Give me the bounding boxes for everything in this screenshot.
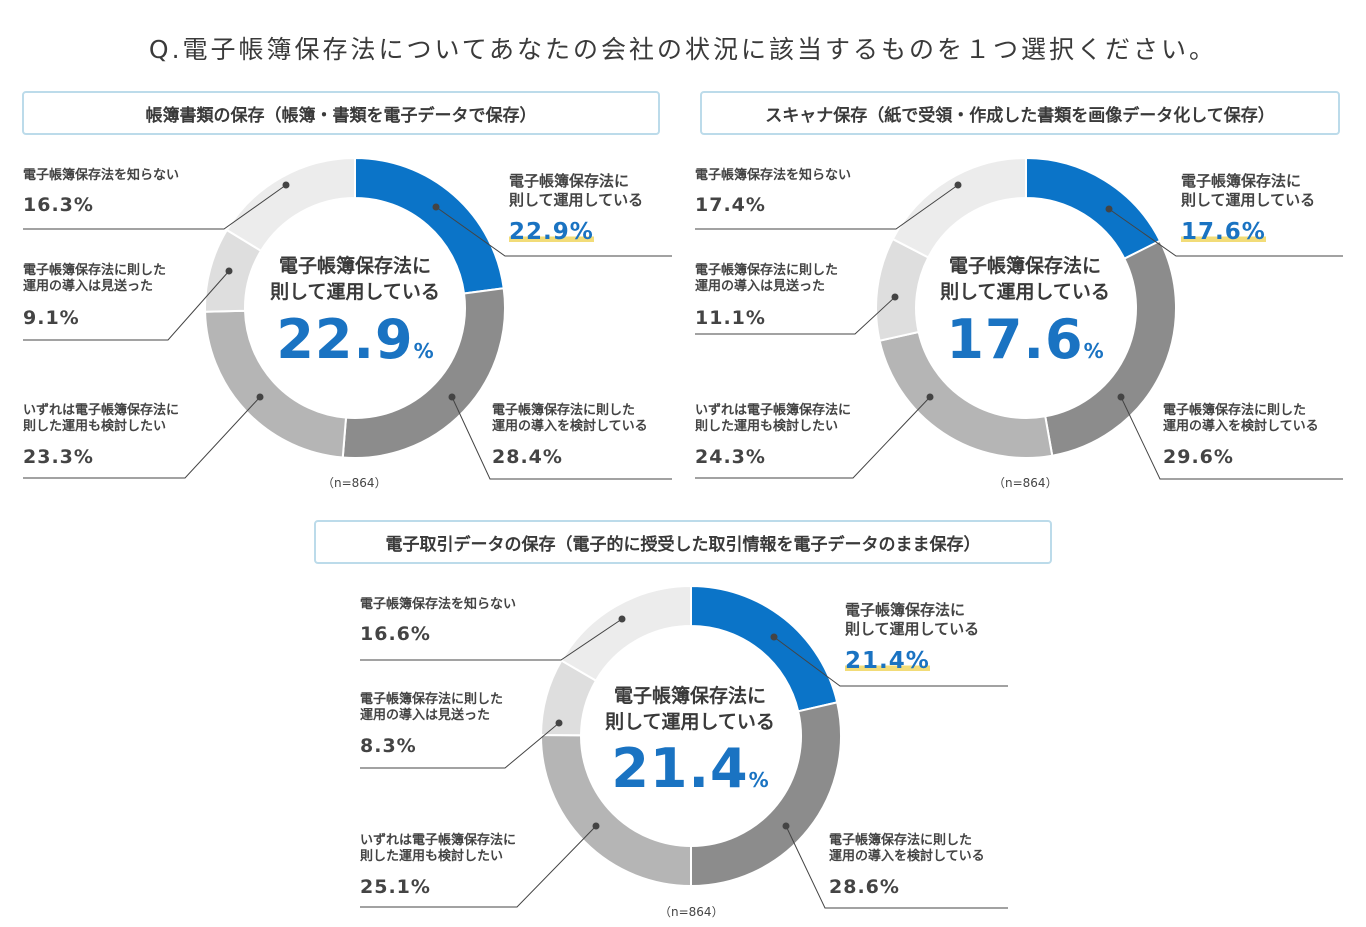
slice-future-0 [204, 309, 348, 459]
leader-line-compliant-1 [1108, 208, 1343, 257]
value-compliant: 21.4% [845, 648, 930, 674]
leader-dot-unaware-2 [618, 615, 626, 623]
center-value: 22.9% [276, 308, 434, 371]
slice-unaware-0 [225, 156, 356, 253]
leader-line-compliant-2 [773, 636, 1008, 687]
leader-line-future-0 [23, 396, 261, 479]
slice-compliant-1 [1025, 156, 1162, 261]
label-considering: 電子帳簿保存法に則した 運用の導入を検討している [1163, 403, 1319, 435]
leader-line-compliant-0 [435, 206, 672, 257]
label-future: いずれは電子帳簿保存法に 則した運用も検討したい [23, 403, 180, 435]
center-label: 電子帳簿保存法に 則して運用している [270, 255, 440, 303]
value-skipped: 9.1% [23, 307, 80, 329]
label-skipped: 電子帳簿保存法に則した 運用の導入は見送った [23, 263, 167, 295]
value-unaware: 16.6% [360, 623, 431, 645]
leader-line-skipped-2 [360, 722, 560, 769]
leader-dot-considering-0 [448, 393, 456, 401]
label-considering: 電子帳簿保存法に則した 運用の導入を検討している [829, 833, 985, 865]
label-future: いずれは電子帳簿保存法に 則した運用も検討したい [360, 833, 517, 865]
value-compliant: 17.6% [1181, 219, 1266, 245]
leader-dot-compliant-2 [770, 633, 778, 641]
leader-dot-future-2 [592, 822, 600, 830]
label-unaware: 電子帳簿保存法を知らない [360, 597, 517, 612]
value-considering: 28.4% [492, 446, 563, 468]
slice-future-1 [878, 330, 1054, 459]
leader-dot-skipped-2 [555, 719, 563, 727]
slice-unaware-1 [891, 156, 1027, 259]
value-unaware: 16.3% [23, 194, 94, 216]
slice-unaware-2 [560, 584, 692, 682]
value-unaware: 17.4% [695, 194, 766, 216]
center-value: 21.4% [611, 737, 769, 800]
label-compliant: 電子帳簿保存法に 則して運用している [509, 172, 644, 209]
center-label: 電子帳簿保存法に 則して運用している [940, 255, 1110, 303]
sample-size: （n=864） [322, 476, 387, 490]
slice-considering-0 [341, 287, 506, 459]
leader-line-considering-1 [1120, 396, 1343, 480]
leader-dot-unaware-0 [282, 181, 290, 189]
center-label: 電子帳簿保存法に 則して運用している [605, 685, 775, 733]
label-future: いずれは電子帳簿保存法に 則した運用も検討したい [695, 403, 852, 435]
leader-dot-considering-2 [782, 822, 790, 830]
label-compliant: 電子帳簿保存法に 則して運用している [845, 601, 980, 638]
slice-compliant-2 [690, 584, 839, 713]
value-considering: 28.6% [829, 876, 900, 898]
value-future: 25.1% [360, 876, 431, 898]
value-compliant: 22.9% [509, 219, 594, 245]
label-unaware: 電子帳簿保存法を知らない [695, 168, 852, 183]
leader-line-future-1 [695, 396, 931, 479]
label-considering: 電子帳簿保存法に則した 運用の導入を検討している [492, 403, 648, 435]
leader-dot-future-1 [926, 393, 934, 401]
leader-dot-considering-1 [1117, 393, 1125, 401]
question-title: Q.電子帳簿保存法についてあなたの会社の状況に該当するものを１つ選択ください。 [148, 35, 1218, 64]
leader-dot-unaware-1 [954, 181, 962, 189]
leader-dot-future-0 [256, 393, 264, 401]
value-future: 24.3% [695, 446, 766, 468]
label-compliant: 電子帳簿保存法に 則して運用している [1181, 172, 1316, 209]
panel-title-electronic: 電子取引データの保存（電子的に授受した取引情報を電子データのまま保存） [314, 520, 1052, 564]
leader-dot-compliant-1 [1105, 205, 1113, 213]
slice-considering-2 [690, 701, 842, 888]
slice-compliant-0 [354, 156, 505, 295]
value-future: 23.3% [23, 446, 94, 468]
leader-line-unaware-0 [23, 184, 287, 230]
leader-dot-compliant-0 [432, 203, 440, 211]
leader-line-considering-2 [785, 825, 1008, 909]
panel-title-scanner: スキャナ保存（紙で受領・作成した書類を画像データ化して保存） [700, 91, 1340, 135]
label-skipped: 電子帳簿保存法に則した 運用の導入は見送った [360, 692, 504, 724]
leader-line-considering-0 [451, 396, 672, 480]
leader-line-unaware-2 [360, 618, 623, 661]
leader-line-future-2 [360, 825, 597, 908]
leader-line-unaware-1 [695, 184, 959, 230]
sample-size: （n=864） [993, 476, 1058, 490]
panel-title-books: 帳簿書類の保存（帳簿・書類を電子データで保存） [22, 91, 660, 135]
leader-dot-skipped-1 [891, 293, 899, 301]
slice-considering-1 [1044, 239, 1178, 457]
value-skipped: 11.1% [695, 307, 766, 329]
center-value: 17.6% [946, 308, 1104, 371]
label-skipped: 電子帳簿保存法に則した 運用の導入は見送った [695, 263, 839, 295]
label-unaware: 電子帳簿保存法を知らない [23, 168, 180, 183]
value-considering: 29.6% [1163, 446, 1234, 468]
leader-dot-skipped-0 [225, 267, 233, 275]
sample-size: （n=864） [659, 905, 724, 919]
slice-future-2 [540, 734, 692, 888]
value-skipped: 8.3% [360, 735, 417, 757]
leader-line-skipped-1 [695, 296, 896, 335]
leader-line-skipped-0 [23, 270, 230, 341]
